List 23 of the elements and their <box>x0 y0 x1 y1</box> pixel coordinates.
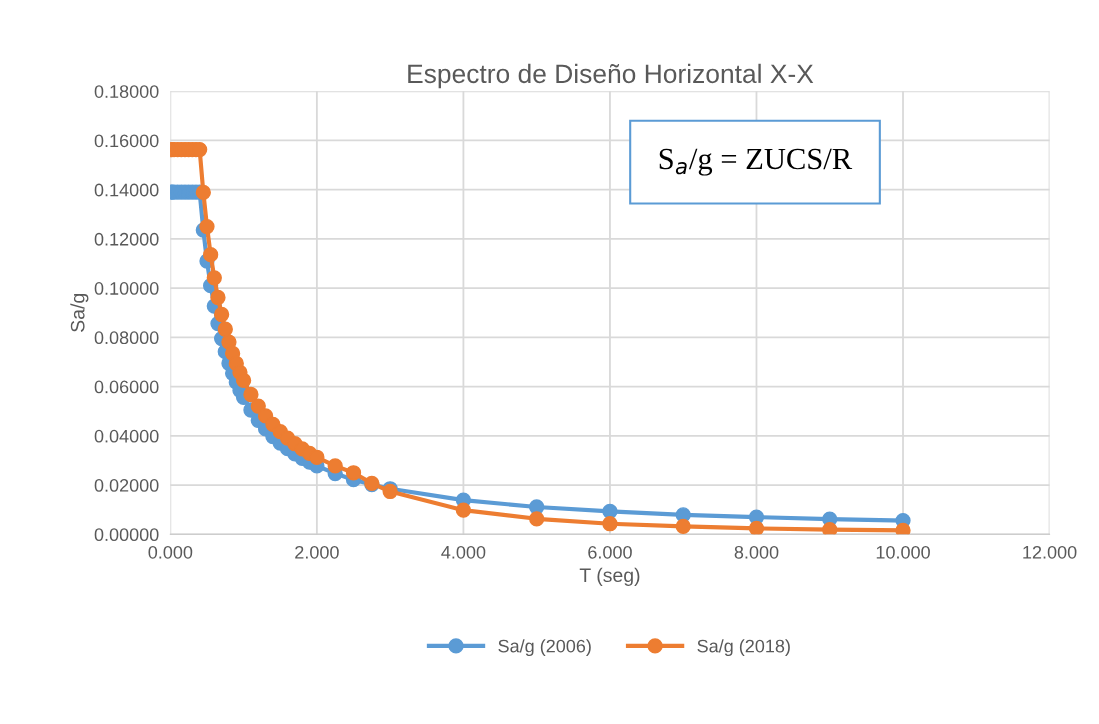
y-tick-label: 0.18000 <box>94 85 159 98</box>
y-axis-title: Sa/g <box>70 294 89 332</box>
x-tick-label: 4.000 <box>441 545 486 559</box>
y-tick-label: 0.08000 <box>94 331 159 345</box>
annotation: S$_{a}$/g = ZUCS/R <box>659 148 853 176</box>
legend-label: Sa/g (2018) <box>697 639 790 657</box>
x-tick-label: 12.000 <box>1023 545 1077 559</box>
x-tick-label: 8.000 <box>734 545 779 559</box>
y-tick-label: 0.16000 <box>94 134 159 148</box>
x-axis-title: T (seg) <box>579 567 640 586</box>
legend-label: Sa/g (2006) <box>498 639 591 657</box>
y-tick-label: 0.14000 <box>94 183 159 197</box>
x-tick-label: 2.000 <box>295 545 339 559</box>
chart-title: Espectro de Diseño Horizontal X-X <box>408 63 814 89</box>
x-tick-label: 10.000 <box>876 545 930 559</box>
y-tick-label: 0.06000 <box>94 380 159 394</box>
y-tick-label: 0.04000 <box>94 429 159 443</box>
y-tick-label: 0.12000 <box>94 232 159 246</box>
x-tick-label: 0.000 <box>148 545 193 559</box>
y-tick-label: 0.02000 <box>94 479 159 492</box>
y-tick-label: 0.00000 <box>94 528 159 542</box>
x-tick-label: 6.000 <box>588 545 632 559</box>
y-tick-label: 0.10000 <box>94 282 159 295</box>
